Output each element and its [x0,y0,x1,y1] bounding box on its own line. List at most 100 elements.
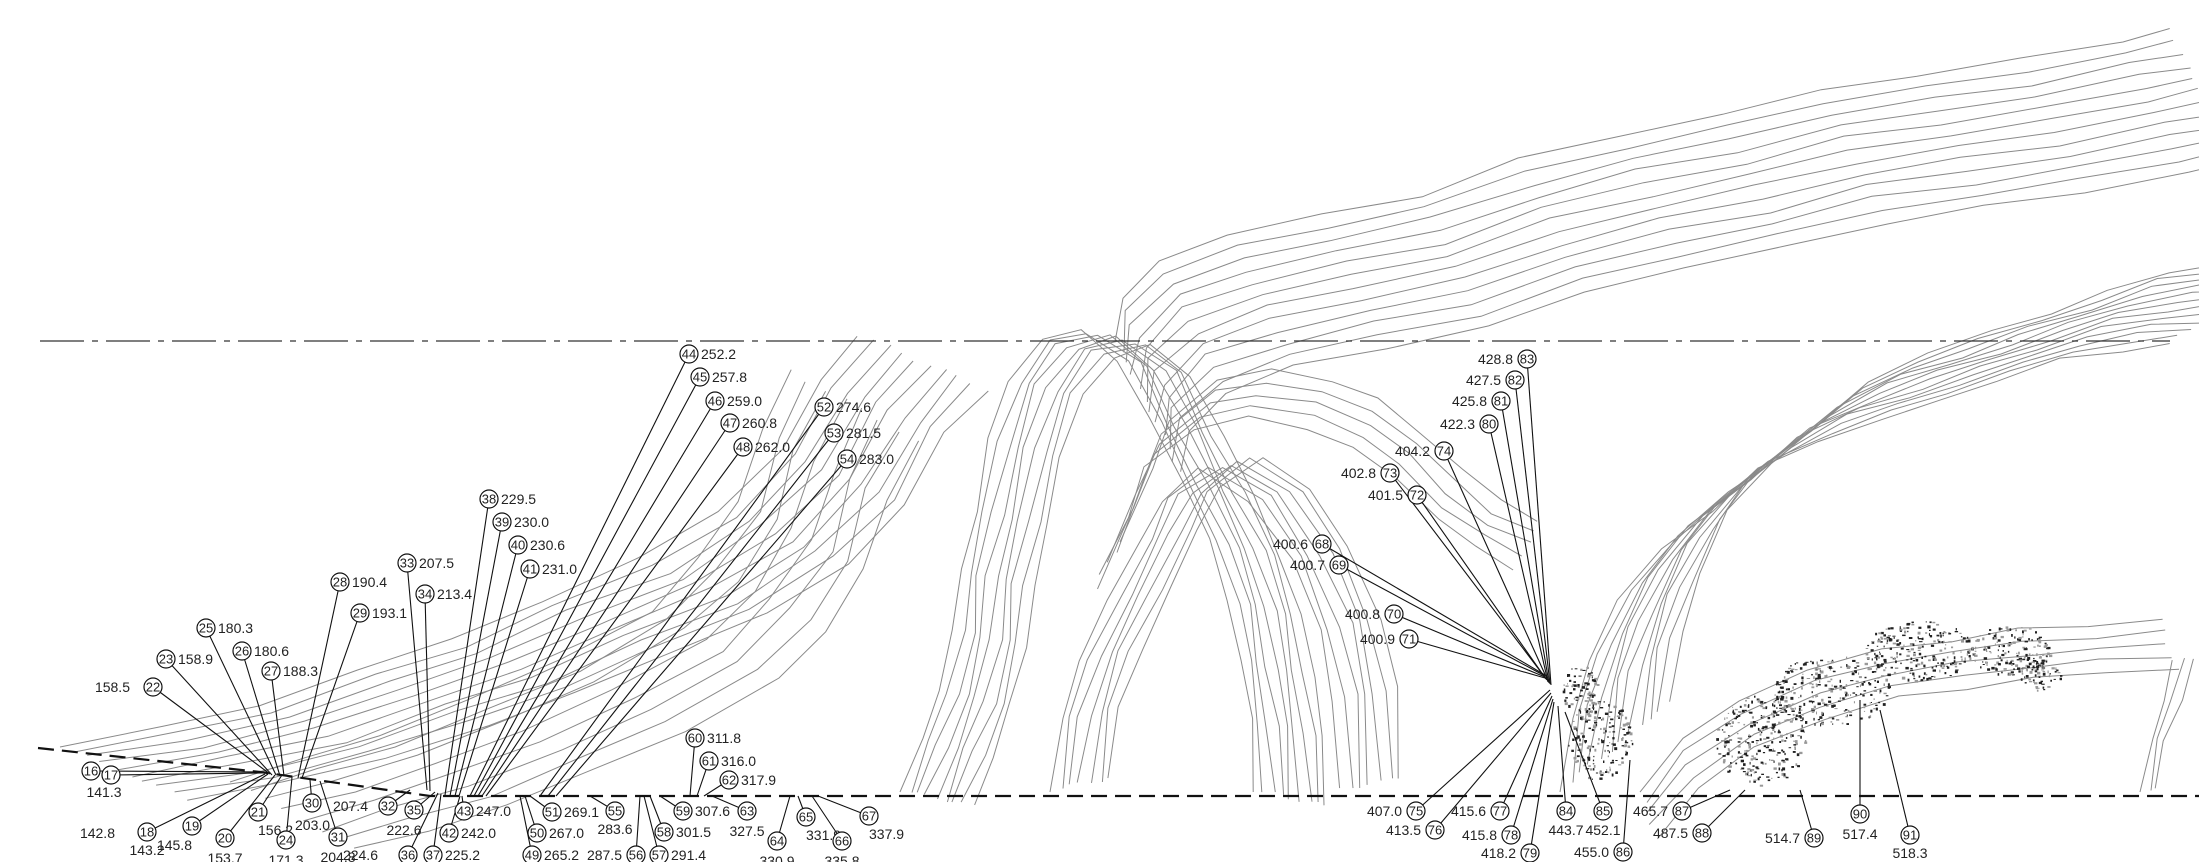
debris-dot [1592,745,1595,748]
debris-dot [1901,647,1904,649]
point-elevation: 517.4 [1842,826,1877,842]
contour-line [1097,415,1514,590]
leader-line [1514,379,1551,685]
debris-dot [1923,664,1926,668]
debris-dot [1591,778,1593,780]
point-elevation: 428.8 [1478,351,1513,367]
debris-dot [1899,642,1902,645]
contour-line [1119,368,1538,543]
debris-dot [1756,768,1760,770]
debris-dot [1563,684,1565,686]
debris-dot [1726,752,1730,756]
debris-dot [1824,684,1828,687]
debris-dot [1784,680,1788,683]
debris-dot [1813,676,1815,680]
debris-dot [1839,697,1842,700]
debris-dot [2012,641,2016,644]
debris-dot [1773,700,1776,703]
debris-dot [1625,723,1628,726]
debris-dot [1995,668,1998,671]
leader-line [165,658,273,776]
debris-dot [1610,718,1614,721]
debris-dot [1760,761,1764,764]
debris-dot [1874,671,1877,673]
debris-dot [1877,639,1881,643]
point-number: 91 [1903,828,1917,843]
leader-line [1564,711,1604,812]
debris-dot [1781,739,1784,742]
debris-dot [2035,631,2037,634]
debris-dot [2024,648,2028,651]
debris-dot [2020,678,2023,681]
debris-dot [1588,692,1591,696]
debris-dot [1917,631,1921,635]
debris-dot [1994,643,1996,645]
debris-dot [1915,640,1917,642]
point-marker [605,801,625,821]
debris-dot [1951,662,1954,664]
point-marker [439,823,459,843]
debris-dot [1954,670,1958,674]
debris-dot [2018,670,2021,673]
debris-dot [1572,683,1575,687]
contour-line [1123,39,2174,353]
debris-dot [2044,659,2048,662]
debris-dot [1600,707,1604,709]
leader-line [110,772,263,776]
debris-dot [1627,731,1631,734]
debris-dot [1773,704,1776,708]
point-number: 18 [140,825,154,840]
debris-dot [1887,627,1891,630]
point-number: 54 [840,452,854,467]
contour-line [229,369,792,783]
debris-dot [1628,746,1631,748]
contour-line [946,339,1300,803]
debris-dot [2038,687,2040,689]
point-elevation: 327.5 [729,823,764,839]
debris-dot [1599,777,1603,780]
point-number: 34 [418,587,432,602]
debris-dot [1581,718,1585,720]
debris-dot [1619,713,1621,716]
debris-dot [1873,708,1876,710]
point-number: 28 [333,575,347,590]
debris-dot [2007,643,2010,646]
debris-dot [1933,640,1936,643]
debris-dot [2037,644,2039,647]
point-marker [81,761,101,781]
debris-dot [2032,665,2035,668]
debris-dot [1845,716,1848,718]
debris-dot [1596,684,1600,686]
point-elevation: 283.6 [597,821,632,837]
debris-dot [1913,651,1916,653]
debris-dot [2008,642,2012,643]
debris-dot [1875,707,1878,711]
debris-dot [1996,661,2000,665]
debris-dot [1931,666,1934,669]
debris-dot [2044,644,2048,647]
debris-dot [1586,746,1590,750]
point-elevation: 222.6 [386,822,421,838]
debris-dot [1748,711,1750,713]
debris-dot [1744,709,1747,711]
debris-dot [2007,650,2010,653]
point-number: 37 [426,848,440,862]
debris-dot [1624,741,1629,744]
debris-dot [2018,636,2022,640]
contour-line [1049,467,1341,793]
debris-dot [1584,740,1587,743]
debris-dot [1817,675,1821,679]
leader-line [270,670,285,777]
debris-dot [1573,697,1576,700]
debris-dot [1929,635,1933,638]
contour-line [923,334,1285,795]
debris-dot [1745,754,1749,757]
debris-dot [1741,767,1745,770]
point-number: 20 [218,831,232,846]
point-number: 62 [722,773,736,788]
debris-dot [1750,758,1754,761]
leader-line [539,406,825,797]
debris-dot [1771,741,1774,744]
debris-dot [1728,735,1730,737]
